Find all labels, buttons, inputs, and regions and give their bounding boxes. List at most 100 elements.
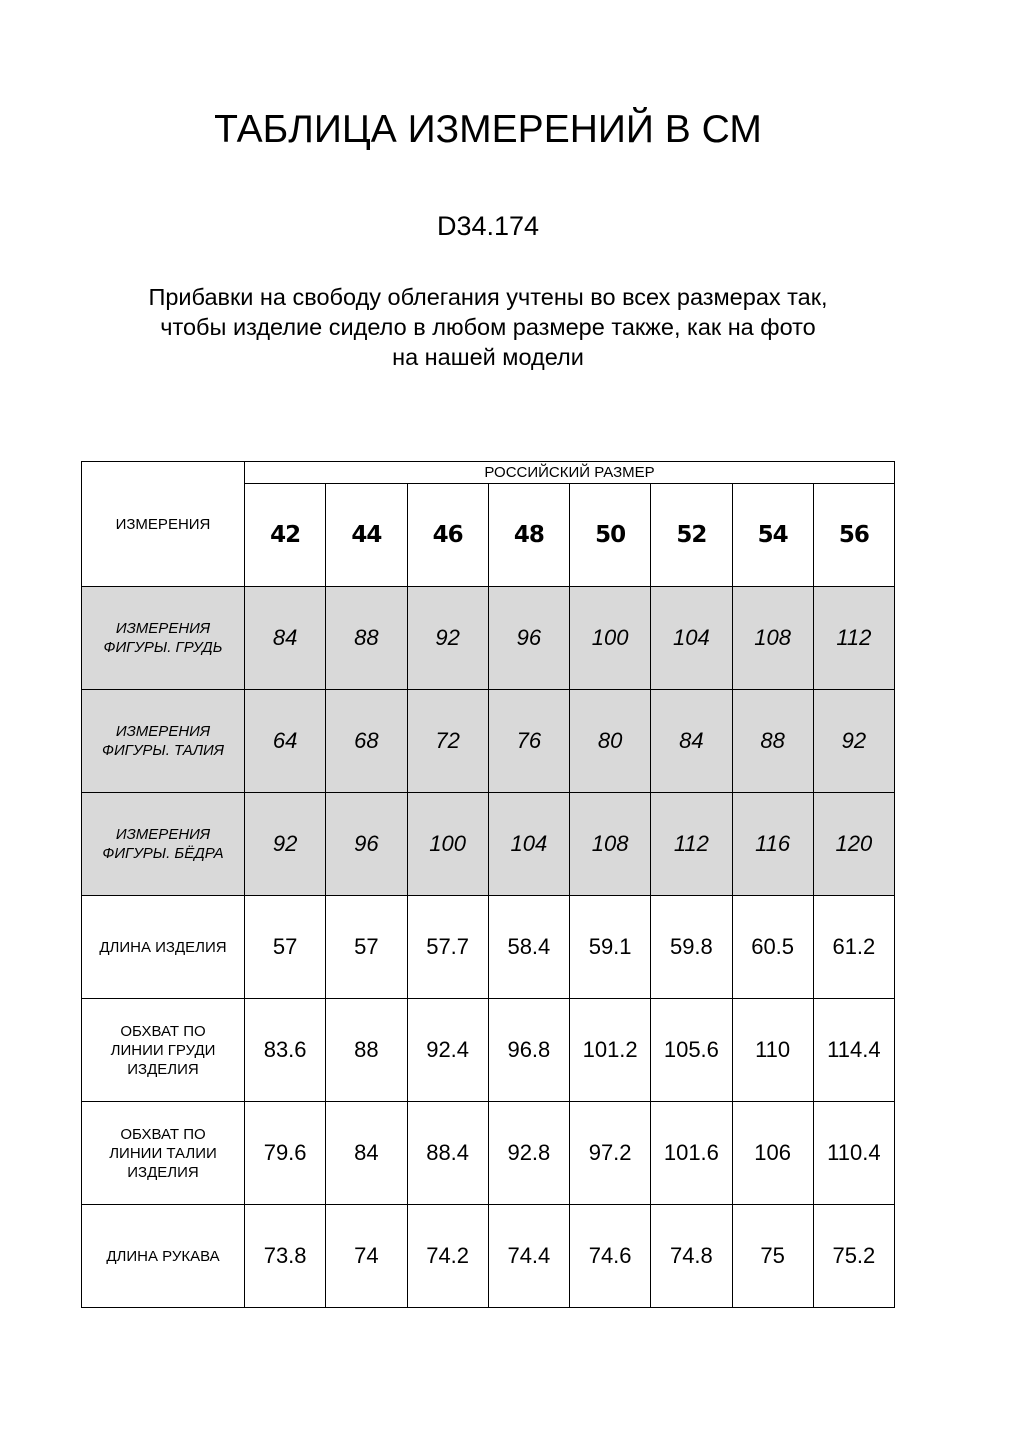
table-cell: 84 [325, 1101, 408, 1205]
row-label-line: ОБХВАТ ПО [120, 1022, 206, 1040]
size-header: 52 [650, 483, 733, 587]
table-cell: 92 [406, 586, 489, 690]
row-label: ОБХВАТ ПО ЛИНИИ ТАЛИИ ИЗДЕЛИЯ [81, 1101, 245, 1205]
fit-note-line: чтобы изделие сидело в любом размере так… [160, 314, 816, 340]
table-cell: 57.7 [406, 895, 489, 999]
row-label-line: ФИГУРЫ. ГРУДЬ [103, 639, 223, 656]
table-cell: 92 [243, 792, 327, 896]
table-cell: 68 [325, 689, 408, 793]
fit-note-line: Прибавки на свободу облегания учтены во … [148, 284, 828, 310]
table-row: ДЛИНА ИЗДЕЛИЯ 57 57 57.7 58.4 59.1 59.8 60.5 61.… [81, 895, 896, 999]
row-label-line: ДЛИНА РУКАВА [106, 1247, 220, 1265]
table-cell: 108 [731, 586, 814, 690]
row-label-line: ИЗМЕРЕНИЯ [115, 826, 211, 843]
size-table: ИЗМЕРЕНИЯ РОССИЙСКИЙ РАЗМЕР 42 44 46 48 50 52… [81, 461, 896, 1308]
corner-header: ИЗМЕРЕНИЯ [81, 461, 245, 587]
product-code: D34.174 [436, 211, 540, 241]
table-cell: 74.2 [406, 1204, 489, 1308]
fit-note-line: на нашей модели [392, 344, 584, 370]
row-label-line: ИЗМЕРЕНИЯ [115, 723, 211, 740]
table-cell: 84 [243, 586, 327, 690]
table-row: ОБХВАТ ПО ЛИНИИ ТАЛИИ ИЗДЕЛИЯ 79.6 84 88.4 92.… [81, 1101, 896, 1205]
table-cell: 57 [243, 895, 327, 999]
table-cell: 96 [487, 586, 571, 690]
size-header: 46 [406, 483, 489, 587]
table-cell: 74.4 [487, 1204, 571, 1308]
table-cell: 104 [650, 586, 733, 690]
row-label-line: ИЗДЕЛИЯ [127, 1060, 199, 1078]
table-cell: 74.8 [650, 1204, 733, 1308]
table-cell: 110 [731, 998, 814, 1102]
size-header: 42 [243, 483, 327, 587]
size-header: 54 [731, 483, 814, 587]
row-label-line: ЛИНИИ ГРУДИ [110, 1041, 216, 1059]
size-header: 44 [325, 483, 408, 587]
table-cell: 100 [406, 792, 489, 896]
table-cell: 116 [731, 792, 814, 896]
table-cell: 96 [325, 792, 408, 896]
table-cell: 74.6 [568, 1204, 652, 1308]
row-label-line: ФИГУРЫ. ТАЛИЯ [102, 742, 224, 759]
table-cell: 73.8 [243, 1204, 327, 1308]
row-label-line: ДЛИНА ИЗДЕЛИЯ [99, 938, 227, 956]
row-label-line: ФИГУРЫ. БЁДРА [102, 845, 224, 862]
row-label: ИЗМЕРЕНИЯ ФИГУРЫ. ТАЛИЯ [81, 689, 245, 793]
row-label: ИЗМЕРЕНИЯ ФИГУРЫ. ГРУДЬ [81, 586, 245, 690]
table-cell: 84 [650, 689, 733, 793]
row-label: ИЗМЕРЕНИЯ ФИГУРЫ. БЁДРА [81, 792, 245, 896]
table-row: ИЗМЕРЕНИЯ ФИГУРЫ. БЁДРА 92 96 100 104 108 112 11… [81, 792, 896, 896]
table-cell: 74 [325, 1204, 408, 1308]
table-cell: 79.6 [243, 1101, 327, 1205]
table-cell: 83.6 [243, 998, 327, 1102]
table-cell: 64 [243, 689, 327, 793]
table-cell: 57 [325, 895, 408, 999]
row-label-line: ИЗДЕЛИЯ [127, 1163, 199, 1181]
table-cell: 92.4 [406, 998, 489, 1102]
table-cell: 80 [568, 689, 652, 793]
row-label: ОБХВАТ ПО ЛИНИИ ГРУДИ ИЗДЕЛИЯ [81, 998, 245, 1102]
table-row: ИЗМЕРЕНИЯ ФИГУРЫ. ТАЛИЯ 64 68 72 76 80 84 88 92 [81, 689, 896, 793]
table-cell: 101.2 [568, 998, 652, 1102]
table-cell: 104 [487, 792, 571, 896]
group-header: РОССИЙСКИЙ РАЗМЕР [244, 461, 895, 484]
table-cell: 92.8 [487, 1101, 571, 1205]
table-cell: 100 [568, 586, 652, 690]
table-cell: 72 [406, 689, 489, 793]
table-row: ИЗМЕРЕНИЯ ФИГУРЫ. ГРУДЬ 84 88 92 96 100 104 108 1… [81, 586, 896, 690]
table-cell: 75.2 [812, 1204, 896, 1308]
row-label: ДЛИНА РУКАВА [81, 1204, 245, 1308]
table-cell: 59.8 [650, 895, 733, 999]
table-cell: 112 [812, 586, 896, 690]
table-cell: 110.4 [812, 1101, 896, 1205]
size-header: 56 [812, 483, 896, 587]
table-cell: 92 [812, 689, 896, 793]
table-cell: 108 [568, 792, 652, 896]
table-cell: 61.2 [812, 895, 896, 999]
row-label-line: ОБХВАТ ПО [120, 1125, 206, 1143]
table-cell: 59.1 [568, 895, 652, 999]
table-cell: 106 [731, 1101, 814, 1205]
page-title: ТАБЛИЦА ИЗМЕРЕНИЙ В СМ [214, 108, 762, 151]
table-row: ОБХВАТ ПО ЛИНИИ ГРУДИ ИЗДЕЛИЯ 83.6 88 92.4 96.… [81, 998, 896, 1102]
table-cell: 88 [325, 998, 408, 1102]
table-cell: 101.6 [650, 1101, 733, 1205]
row-label-line: ИЗМЕРЕНИЯ [115, 620, 211, 637]
table-cell: 114.4 [812, 998, 896, 1102]
fit-note: Прибавки на свободу облегания учтены во … [0, 282, 976, 372]
size-header: 50 [568, 483, 652, 587]
table-cell: 60.5 [731, 895, 814, 999]
row-label-line: ЛИНИИ ТАЛИИ [109, 1144, 217, 1162]
table-cell: 58.4 [487, 895, 571, 999]
row-label: ДЛИНА ИЗДЕЛИЯ [81, 895, 245, 999]
table-cell: 96.8 [487, 998, 571, 1102]
table-cell: 112 [650, 792, 733, 896]
table-cell: 120 [812, 792, 896, 896]
table-cell: 105.6 [650, 998, 733, 1102]
table-cell: 88 [731, 689, 814, 793]
table-cell: 88 [325, 586, 408, 690]
table-row: ДЛИНА РУКАВА 73.8 74 74.2 74.4 74.6 74.8 75 75.2 [81, 1204, 896, 1308]
table-cell: 75 [731, 1204, 814, 1308]
table-cell: 88.4 [406, 1101, 489, 1205]
table-cell: 76 [487, 689, 571, 793]
table-cell: 97.2 [568, 1101, 652, 1205]
